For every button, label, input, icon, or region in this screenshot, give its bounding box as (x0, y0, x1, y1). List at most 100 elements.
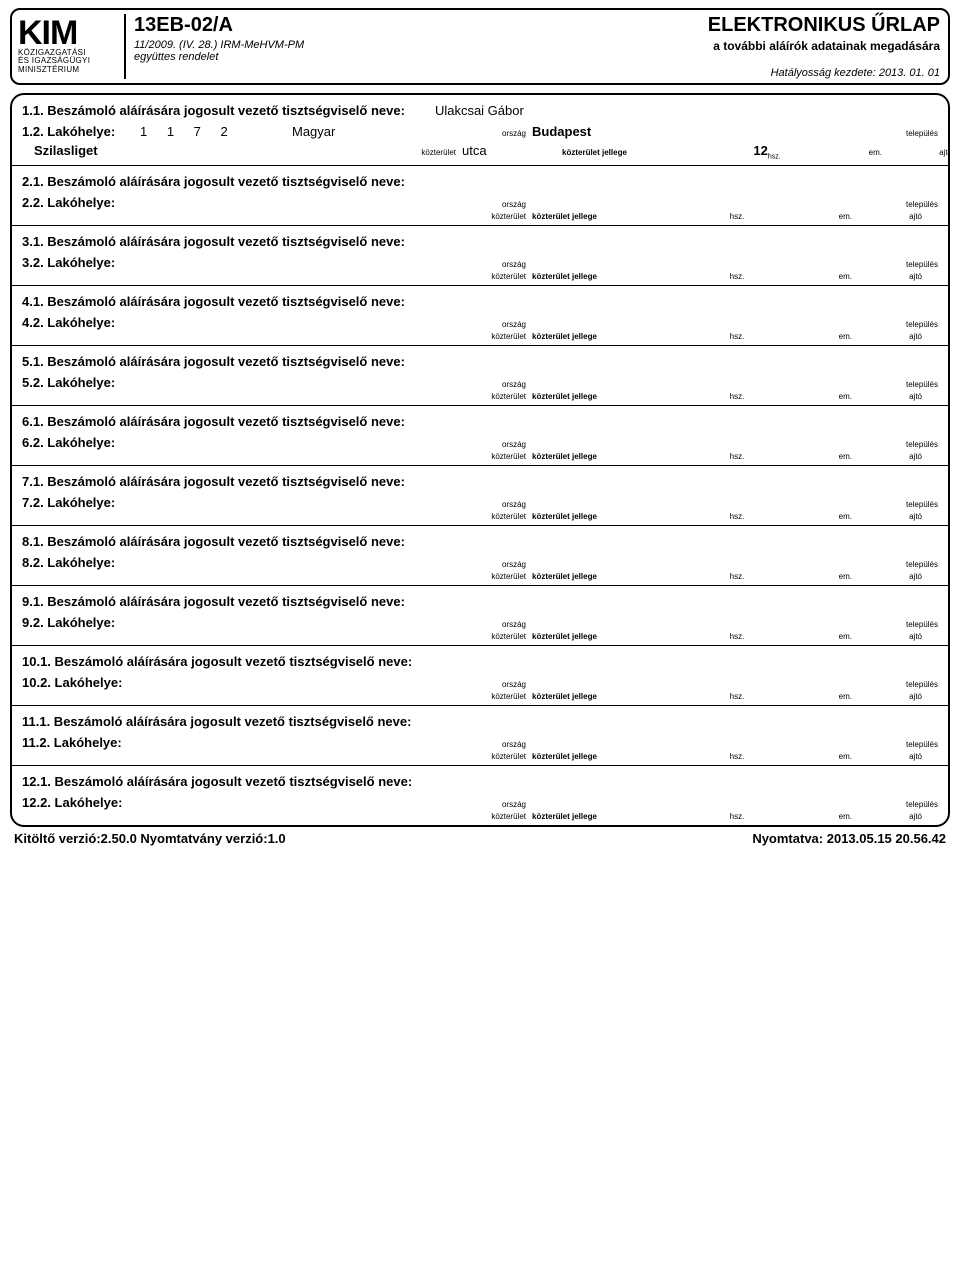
em-label: em. (792, 212, 852, 221)
telepules-label: település (878, 380, 938, 389)
telepules-label: település (878, 680, 938, 689)
form-body: 1.1. Beszámoló aláírására jogosult vezet… (10, 93, 950, 827)
address-row-1: 4.2. Lakóhelye:országtelepülés (22, 315, 938, 330)
hsz-label: hsz. (682, 452, 792, 461)
address-row-2: közterületközterület jellegehsz.em.ajtó (22, 392, 938, 401)
ajto-label: ajtó (922, 148, 950, 157)
signer-name-label: 10.1. Beszámoló aláírására jogosult veze… (22, 654, 412, 669)
address-row-1: 3.2. Lakóhelye: ország település (22, 255, 938, 270)
em-label: em. (792, 752, 852, 761)
hsz-label: hsz. (682, 572, 792, 581)
signer-section-2: 2.1. Beszámoló aláírására jogosult vezet… (12, 166, 948, 226)
signer-name-row: 10.1. Beszámoló aláírására jogosult veze… (22, 654, 938, 669)
signer-name-row: 9.1. Beszámoló aláírására jogosult vezet… (22, 594, 938, 609)
signer-section-6: 6.1. Beszámoló aláírására jogosult vezet… (12, 406, 948, 466)
address-label: 2.2. Lakóhelye: (22, 195, 132, 210)
telepules-label: település (878, 560, 938, 569)
ajto-label: ajtó (892, 812, 922, 821)
address-row-1: 2.2. Lakóhelye:országtelepülés (22, 195, 938, 210)
header-mid: 13EB-02/A 11/2009. (IV. 28.) IRM-MeHVM-P… (134, 14, 708, 79)
address-row-2: közterületközterület jellegehsz.em.ajtó (22, 572, 938, 581)
hsz-label: hsz. (682, 272, 792, 281)
footer-right: Nyomtatva: 2013.05.15 20.56.42 (752, 831, 946, 846)
ajto-label: ajtó (892, 212, 922, 221)
signer-name-row: 5.1. Beszámoló aláírására jogosult vezet… (22, 354, 938, 369)
kozterulet-label: közterület (462, 272, 532, 281)
zip-value: 1 1 7 2 (132, 124, 292, 139)
orszag-label: ország (462, 129, 532, 138)
form-ref2: együttes rendelet (134, 51, 708, 63)
address-row-1: 12.2. Lakóhelye:országtelepülés (22, 795, 938, 810)
hsz-label: hsz. (682, 512, 792, 521)
address-label: 10.2. Lakóhelye: (22, 675, 132, 690)
form-footer: Kitöltő verzió:2.50.0 Nyomtatvány verzió… (10, 831, 950, 846)
em-label: em. (792, 392, 852, 401)
signer-section-8: 8.1. Beszámoló aláírására jogosult vezet… (12, 526, 948, 586)
hsz-label: hsz. (682, 632, 792, 641)
signer-section-5: 5.1. Beszámoló aláírására jogosult vezet… (12, 346, 948, 406)
signer-name-row: 7.1. Beszámoló aláírására jogosult vezet… (22, 474, 938, 489)
ajto-label: ajtó (892, 632, 922, 641)
signer-name-row: 8.1. Beszámoló aláírására jogosult vezet… (22, 534, 938, 549)
address-row-2: közterületközterület jellegehsz.em.ajtó (22, 632, 938, 641)
signer-name-value: Ulakcsai Gábor (435, 103, 524, 118)
address-label: 8.2. Lakóhelye: (22, 555, 132, 570)
kozterulet-jellege-label: közterület jellege (532, 212, 682, 221)
orszag-label: ország (462, 620, 532, 629)
ajto-label: ajtó (892, 332, 922, 341)
orszag-label: ország (462, 560, 532, 569)
signer-name-row: 6.1. Beszámoló aláírására jogosult vezet… (22, 414, 938, 429)
telepules-label: település (878, 200, 938, 209)
em-label: em. (792, 692, 852, 701)
country-value: Magyar (292, 124, 462, 139)
em-label: em. (792, 812, 852, 821)
telepules-label: település (878, 500, 938, 509)
hsz-label: hsz. (682, 692, 792, 701)
kozterulet-jellege-label: közterület jellege (532, 752, 682, 761)
signer-name-label: 4.1. Beszámoló aláírására jogosult vezet… (22, 294, 405, 309)
footer-left: Kitöltő verzió:2.50.0 Nyomtatvány verzió… (14, 831, 286, 846)
form-ref1: 11/2009. (IV. 28.) IRM-MeHVM-PM (134, 39, 708, 51)
address-label: 5.2. Lakóhelye: (22, 375, 132, 390)
kozterulet-label: közterület (462, 452, 532, 461)
address-row-1: 11.2. Lakóhelye:országtelepülés (22, 735, 938, 750)
kozterulet-label: közterület (392, 148, 462, 157)
signer-name-label: 6.1. Beszámoló aláírására jogosult vezet… (22, 414, 405, 429)
ajto-label: ajtó (892, 272, 922, 281)
orszag-label: ország (462, 800, 532, 809)
address-row-1: 10.2. Lakóhelye:országtelepülés (22, 675, 938, 690)
address-row-2: közterületközterület jellegehsz.em.ajtó (22, 812, 938, 821)
address-label: 12.2. Lakóhelye: (22, 795, 132, 810)
kozterulet-jellege-label: közterület jellege (532, 512, 682, 521)
ajto-label: ajtó (892, 572, 922, 581)
kozterulet-jellege-label: közterület jellege (532, 452, 682, 461)
address-row-1: 8.2. Lakóhelye: ország település (22, 555, 938, 570)
orszag-label: ország (462, 740, 532, 749)
validity-date: Hatályosság kezdete: 2013. 01. 01 (708, 67, 940, 79)
street-type-value: utca (462, 143, 562, 158)
signer-name-label: 2.1. Beszámoló aláírására jogosult vezet… (22, 174, 405, 189)
address-row-1: 7.2. Lakóhelye:országtelepülés (22, 495, 938, 510)
street-value: Szilasliget (22, 143, 392, 158)
logo-box: KIM KÖZIGAZGATÁSI ÉS IGAZSÁGÜGYI MINISZT… (16, 14, 126, 79)
address-row-2: közterületközterület jellegehsz.em.ajtó (22, 692, 938, 701)
signer-name-row: 12.1. Beszámoló aláírására jogosult veze… (22, 774, 938, 789)
address-row-2: közterületközterület jellegehsz.em.ajtó (22, 452, 938, 461)
form-code: 13EB-02/A (134, 14, 708, 37)
signer-name-label: 11.1. Beszámoló aláírására jogosult veze… (22, 714, 411, 729)
telepules-label: település (878, 260, 938, 269)
em-label: em. (792, 632, 852, 641)
address-row-2: közterületközterület jellegehsz.em.ajtó (22, 752, 938, 761)
ajto-label: ajtó (892, 692, 922, 701)
address-row-1: 9.2. Lakóhelye:országtelepülés (22, 615, 938, 630)
kozterulet-label: közterület (462, 392, 532, 401)
orszag-label: ország (462, 320, 532, 329)
address-label: 1.2. Lakóhelye: (22, 124, 132, 139)
address-label: 3.2. Lakóhelye: (22, 255, 132, 270)
orszag-label: ország (462, 260, 532, 269)
kozterulet-label: közterület (462, 332, 532, 341)
signer-name-row: 1.1. Beszámoló aláírására jogosult vezet… (22, 103, 938, 118)
address-row-1: 6.2. Lakóhelye:országtelepülés (22, 435, 938, 450)
ajto-label: ajtó (892, 512, 922, 521)
signer-section-9: 9.1. Beszámoló aláírására jogosult vezet… (12, 586, 948, 646)
